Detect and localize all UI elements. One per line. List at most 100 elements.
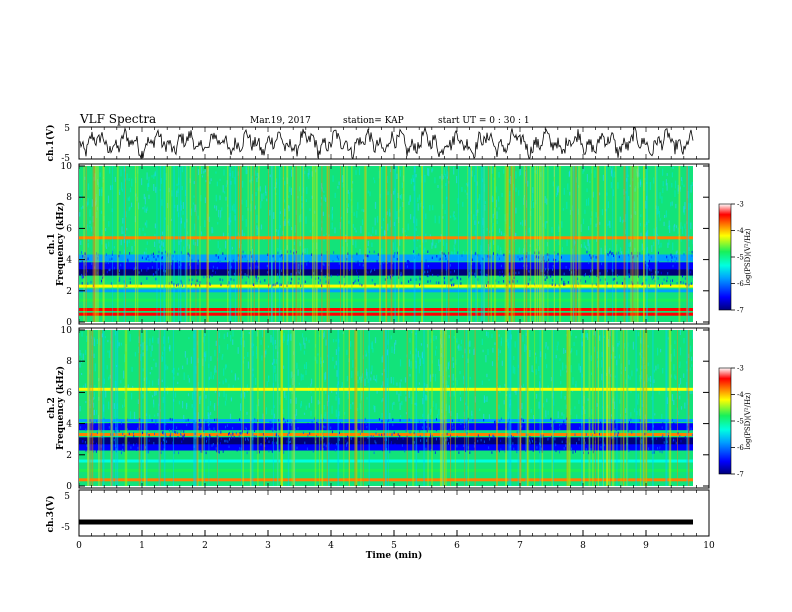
spectrogram-texture — [557, 341, 559, 346]
spectrogram-texture — [284, 421, 286, 424]
spectrogram-texture — [167, 336, 170, 340]
spectrogram-texture — [266, 198, 268, 202]
spectrogram-texture — [471, 413, 473, 420]
spectrogram-texture — [662, 181, 664, 187]
spectrogram-texture — [281, 254, 283, 257]
spectrogram-texture — [166, 427, 168, 430]
spectrogram-texture — [543, 256, 544, 259]
panel-minor-ticks — [78, 127, 710, 536]
spectrogram-texture — [249, 266, 251, 270]
spectrogram-texture — [483, 395, 485, 403]
spectrogram-texture — [115, 449, 117, 453]
spectrogram-texture — [256, 277, 258, 280]
spectrogram-texture — [422, 206, 424, 209]
spectrogram-texture — [283, 445, 285, 448]
spectrogram-texture — [606, 372, 608, 376]
spectrogram-texture — [479, 270, 481, 274]
sferic-streak — [163, 330, 166, 486]
spectrogram-texture — [128, 235, 130, 244]
spectrogram-texture — [582, 170, 584, 174]
sferic-streak — [249, 330, 252, 486]
spectrogram-texture — [126, 228, 128, 231]
spectrogram-texture — [188, 253, 190, 256]
spectrogram-texture — [273, 212, 275, 219]
spectrogram-texture — [644, 432, 646, 436]
spectrogram-texture — [258, 175, 260, 179]
sferic-streak — [589, 330, 590, 486]
spectrogram-texture — [96, 271, 98, 275]
spectrogram-texture — [398, 209, 400, 213]
spectrogram-texture — [279, 211, 281, 214]
sferic-streak — [381, 166, 383, 322]
spectrogram-texture — [260, 201, 262, 209]
spectrogram-texture — [217, 450, 219, 454]
spectrogram-texture — [232, 259, 234, 263]
sferic-streak — [385, 330, 387, 486]
spectrogram-texture — [284, 208, 286, 217]
spectrogram-texture — [350, 198, 352, 202]
spectrogram-texture — [614, 420, 616, 423]
spectrogram-texture — [219, 248, 221, 252]
spectrogram-texture — [272, 442, 273, 445]
spectrogram-texture — [646, 195, 648, 201]
spectrogram-texture — [654, 279, 656, 283]
sferic-streak — [111, 330, 113, 486]
sferic-streak — [302, 166, 304, 322]
spectrogram-texture — [432, 400, 434, 407]
spectrogram-texture — [501, 192, 503, 198]
spectrogram-texture — [589, 180, 591, 183]
spectrogram-texture — [592, 268, 593, 272]
spectrogram-texture — [192, 238, 195, 245]
spectrogram-texture — [162, 242, 164, 247]
spectrogram-texture — [233, 278, 235, 282]
spectrogram-texture — [85, 449, 87, 452]
spectrogram-texture — [434, 177, 436, 184]
spectrogram-texture — [453, 211, 455, 214]
spectrogram-texture — [418, 365, 420, 374]
sferic-streak — [346, 166, 348, 322]
spectrogram-texture — [445, 438, 447, 442]
spectrogram-texture — [647, 362, 649, 367]
spectrogram-texture — [443, 168, 445, 175]
spectrogram-texture — [331, 209, 333, 213]
spectrogram-texture — [417, 350, 419, 358]
spectrogram-texture — [300, 343, 302, 351]
spectrogram-texture — [165, 173, 167, 181]
frequency-band-8 — [79, 236, 693, 240]
spectrogram-texture — [239, 418, 241, 421]
spectrogram-texture — [508, 421, 510, 425]
spectrogram-texture — [367, 271, 369, 274]
spectrogram-texture — [506, 234, 508, 237]
sferic-streak — [591, 166, 594, 322]
spectrogram-texture — [667, 337, 669, 340]
spectrogram-texture — [505, 394, 508, 397]
spectrogram-texture — [611, 252, 613, 256]
spectrogram-texture — [609, 250, 611, 254]
spectrogram-texture — [347, 190, 349, 194]
spectrogram-texture — [477, 209, 479, 213]
sferic-streak — [195, 166, 197, 322]
spectrogram-texture — [424, 247, 426, 251]
spectrogram-texture — [626, 347, 628, 352]
spectrogram-texture — [245, 166, 247, 175]
spectrogram-texture — [576, 268, 578, 271]
spectrogram-texture — [197, 259, 199, 263]
spectrogram-texture — [531, 438, 533, 441]
sferic-streak — [415, 330, 418, 486]
spectrogram-texture — [247, 438, 249, 442]
spectrogram-texture — [407, 223, 409, 231]
spectrogram-texture — [102, 176, 104, 180]
spectrogram-texture — [594, 346, 596, 352]
spectrogram-texture — [525, 332, 527, 336]
sferic-streak — [541, 330, 544, 486]
sferic-streak — [423, 330, 425, 486]
spectrogram-texture — [321, 220, 323, 224]
spectrogram-texture — [163, 448, 165, 451]
sferic-streak — [668, 330, 671, 486]
spectrogram-texture — [536, 446, 538, 449]
spectrogram-texture — [459, 371, 461, 375]
spectrogram-texture — [683, 206, 685, 213]
spectrogram-texture — [671, 182, 673, 188]
spectrogram-texture — [651, 245, 653, 252]
ch3-waveform-line — [79, 519, 693, 525]
